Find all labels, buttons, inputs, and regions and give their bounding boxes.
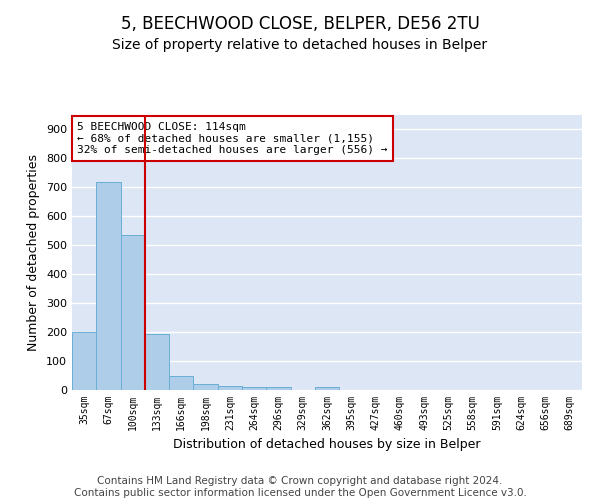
Bar [218, 386, 242, 390]
Text: Size of property relative to detached houses in Belper: Size of property relative to detached ho… [112, 38, 488, 52]
Bar [145, 334, 169, 390]
Bar [121, 235, 145, 390]
Text: Contains HM Land Registry data © Crown copyright and database right 2024.
Contai: Contains HM Land Registry data © Crown c… [74, 476, 526, 498]
Y-axis label: Number of detached properties: Number of detached properties [28, 154, 40, 351]
X-axis label: Distribution of detached houses by size in Belper: Distribution of detached houses by size … [173, 438, 481, 452]
Text: 5, BEECHWOOD CLOSE, BELPER, DE56 2TU: 5, BEECHWOOD CLOSE, BELPER, DE56 2TU [121, 15, 479, 33]
Bar [193, 384, 218, 390]
Bar [266, 387, 290, 390]
Bar [169, 376, 193, 390]
Bar [72, 332, 96, 390]
Bar [242, 386, 266, 390]
Bar [96, 182, 121, 390]
Bar [315, 387, 339, 390]
Text: 5 BEECHWOOD CLOSE: 114sqm
← 68% of detached houses are smaller (1,155)
32% of se: 5 BEECHWOOD CLOSE: 114sqm ← 68% of detac… [77, 122, 388, 155]
